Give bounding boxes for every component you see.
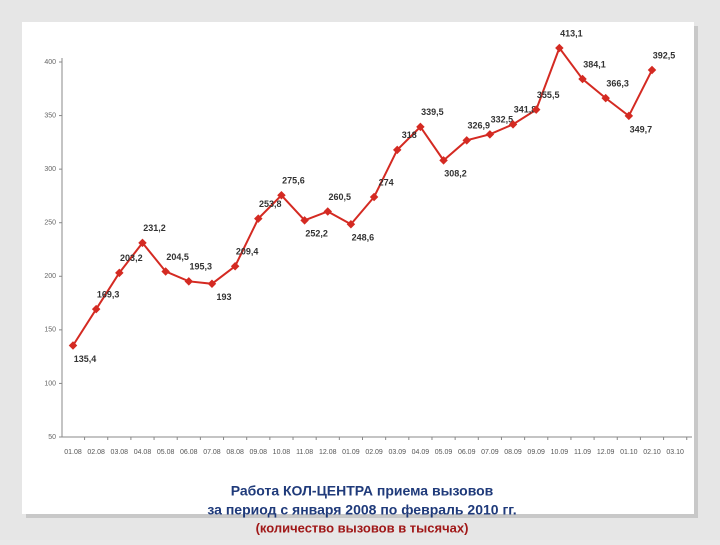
data-label: 209,4: [236, 247, 259, 257]
data-point: [230, 261, 240, 271]
data-label: 275,6: [282, 176, 305, 186]
y-tick-label: 300: [44, 166, 56, 173]
chart-title: Работа КОЛ-ЦЕНТРА приема вызовов: [231, 483, 494, 499]
panel: [22, 22, 694, 514]
x-tick-label: 11.09: [574, 449, 591, 456]
data-point: [68, 341, 78, 350]
data-point: [346, 219, 356, 229]
data-label: 366,3: [606, 78, 629, 88]
data-label: 318: [402, 130, 417, 140]
data-label: 252,2: [305, 229, 328, 239]
x-tick-label: 01.10: [620, 449, 638, 456]
x-tick-label: 01.08: [64, 449, 82, 456]
x-tick-label: 12.08: [319, 449, 337, 456]
x-tick-label: 07.09: [481, 449, 499, 456]
data-label: 392,5: [653, 50, 676, 60]
data-label: 253,8: [259, 199, 282, 209]
data-label: 341,8: [514, 105, 537, 115]
data-point: [439, 156, 448, 165]
data-label: 204,5: [166, 252, 189, 262]
x-tick-label: 04.08: [134, 449, 152, 456]
x-tick-label: 02.08: [87, 449, 105, 456]
chart-subtitle: за период с января 2008 по февраль 2010 …: [207, 502, 516, 518]
data-point: [369, 192, 379, 202]
data-label: 193: [216, 292, 231, 302]
x-tick-label: 09.09: [527, 449, 545, 456]
data-label: 384,1: [583, 59, 606, 69]
data-label: 203,2: [120, 253, 143, 263]
data-label: 308,2: [444, 169, 467, 179]
data-label: 231,2: [143, 223, 166, 233]
data-point: [392, 145, 402, 155]
data-label: 349,7: [630, 124, 653, 134]
data-point: [485, 130, 495, 139]
data-point: [416, 122, 425, 132]
x-tick-label: 04.09: [412, 449, 430, 456]
data-point: [115, 268, 124, 278]
x-tick-label: 02.10: [643, 449, 661, 456]
data-label: 260,5: [328, 192, 351, 202]
x-tick-label: 03.08: [111, 449, 129, 456]
data-label: 248,6: [352, 233, 375, 243]
data-label: 135,4: [74, 354, 97, 364]
data-label: 413,1: [560, 28, 583, 38]
chart-note: (количество вызовов в тысячах): [256, 520, 469, 535]
y-tick-label: 350: [44, 112, 56, 119]
y-tick-label: 250: [44, 220, 56, 227]
x-tick-label: 10.09: [551, 449, 569, 456]
data-point: [254, 214, 263, 223]
data-point: [207, 279, 217, 289]
data-point: [323, 207, 333, 216]
data-label: 339,5: [421, 107, 444, 117]
data-label: 326,9: [467, 121, 490, 131]
x-tick-label: 09.08: [250, 449, 268, 456]
data-label: 274: [379, 177, 394, 187]
x-tick-label: 11.08: [296, 449, 313, 456]
x-tick-label: 03.10: [666, 449, 684, 456]
data-point: [462, 136, 471, 145]
x-tick-label: 07.08: [203, 449, 221, 456]
x-tick-label: 12.09: [597, 449, 615, 456]
y-tick-label: 50: [48, 434, 56, 441]
x-tick-label: 05.09: [435, 449, 453, 456]
data-point: [184, 277, 194, 286]
data-label: 195,3: [190, 262, 213, 272]
x-tick-label: 05.08: [157, 449, 175, 456]
data-point: [91, 304, 101, 314]
data-point: [300, 216, 309, 225]
data-label: 332,5: [491, 115, 514, 125]
x-tick-label: 06.09: [458, 449, 476, 456]
x-tick-label: 03.09: [388, 449, 406, 456]
x-tick-label: 08.08: [226, 449, 244, 456]
x-tick-label: 08.09: [504, 449, 522, 456]
y-tick-label: 200: [44, 273, 56, 280]
y-tick-label: 400: [44, 59, 56, 66]
data-point: [138, 238, 147, 248]
x-tick-label: 01.09: [342, 449, 360, 456]
series-line: [72, 45, 653, 347]
y-tick-label: 100: [44, 380, 56, 387]
data-point: [161, 267, 170, 276]
x-tick-label: 06.08: [180, 449, 198, 456]
data-point: [277, 191, 286, 200]
x-tick-label: 02.09: [365, 449, 383, 456]
x-tick-label: 10.08: [273, 449, 291, 456]
data-label: 355,5: [537, 90, 560, 100]
y-tick-label: 150: [44, 327, 56, 334]
data-label: 169,3: [97, 290, 120, 300]
